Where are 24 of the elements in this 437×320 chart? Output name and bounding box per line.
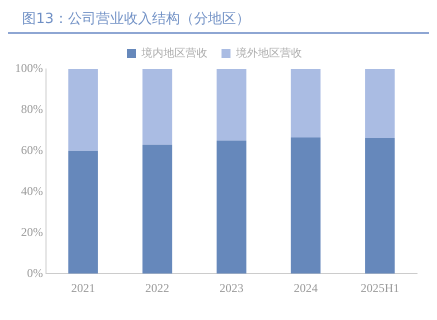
bar [365,69,395,138]
bar [365,138,395,274]
y-tick-label: 0% [26,266,43,280]
chart-title: 图13：公司营业收入结构（分地区） [8,8,429,34]
bar [290,69,321,138]
legend-label: 境内地区营收 [140,46,208,60]
y-tick-label: 100% [14,61,43,76]
x-tick-label: 2025H1 [360,280,400,295]
bar [216,140,246,274]
bar [142,69,172,145]
legend-label: 境外地区营收 [235,46,302,60]
y-tick-label: 80% [20,102,43,116]
x-tick-label: 2022 [145,280,170,295]
y-tick-label: 40% [20,184,43,198]
x-tick-label: 2024 [294,280,318,295]
bar [216,69,246,141]
bar [68,150,98,274]
x-tick-label: 2021 [71,280,96,295]
y-tick-label: 60% [20,142,43,157]
bar [68,69,98,151]
x-tick-label: 2023 [220,280,244,295]
bar [142,144,172,274]
y-tick-label: 20% [20,224,43,239]
bar [290,138,321,274]
